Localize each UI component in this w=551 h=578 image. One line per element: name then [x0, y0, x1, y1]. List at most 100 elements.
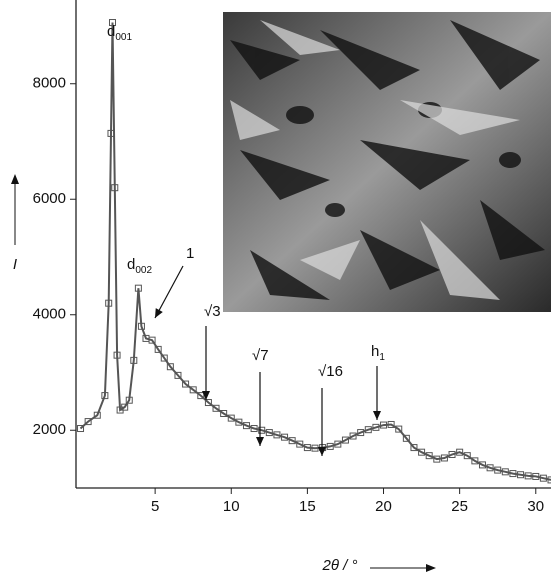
inset-micrograph	[223, 12, 551, 312]
data-point	[108, 19, 116, 27]
data-point	[189, 386, 197, 394]
data-point	[380, 421, 388, 429]
data-point	[281, 433, 289, 441]
data-point	[532, 472, 540, 480]
data-point	[440, 454, 448, 462]
data-point	[547, 476, 551, 484]
data-point	[84, 418, 92, 426]
annotation-arrowhead	[256, 437, 264, 446]
data-point	[273, 431, 281, 439]
annotation: 1	[186, 245, 194, 262]
annotation-text: √3	[204, 303, 221, 320]
data-point	[387, 420, 395, 428]
data-point	[227, 414, 235, 422]
x-axis-label: 2θ / °	[322, 557, 358, 574]
data-point	[101, 392, 109, 400]
annotation-text: √16	[318, 363, 343, 380]
data-point	[182, 380, 190, 388]
data-point	[107, 129, 115, 137]
data-point	[121, 403, 129, 411]
data-point	[113, 351, 121, 359]
y-tick-label: 4000	[33, 306, 66, 323]
data-point	[524, 472, 532, 480]
x-tick-label: 30	[527, 498, 544, 515]
data-point	[425, 452, 433, 460]
annotation-text: 1	[186, 245, 194, 262]
data-point	[148, 336, 156, 344]
data-point	[539, 474, 547, 482]
data-point	[456, 448, 464, 456]
data-point	[463, 452, 471, 460]
data-point	[357, 429, 365, 437]
annotation-subscript: 1	[379, 352, 385, 363]
data-point	[125, 396, 133, 404]
data-point	[448, 451, 456, 459]
data-point	[105, 299, 113, 307]
annotation: √16	[318, 363, 343, 380]
data-point	[197, 392, 205, 400]
data-point	[258, 426, 266, 434]
data-point	[235, 418, 243, 426]
data-line	[79, 22, 551, 481]
data-point	[311, 444, 319, 452]
annotation: √3	[204, 303, 221, 320]
annotation-text: d	[107, 23, 115, 40]
x-arrow	[370, 564, 436, 572]
data-point	[303, 444, 311, 452]
annotation-text: √7	[252, 347, 269, 364]
annotation-arrowhead	[155, 308, 163, 318]
data-point	[296, 440, 304, 448]
annotation-text: h	[371, 343, 379, 360]
data-point	[341, 436, 349, 444]
data-point	[174, 371, 182, 379]
annotation-arrowhead	[318, 447, 326, 456]
annotation: √7	[252, 347, 269, 364]
data-point	[486, 464, 494, 472]
x-tick-label: 15	[299, 498, 316, 515]
y-tick-label: 8000	[33, 75, 66, 92]
annotation: d001	[107, 23, 132, 43]
annotation-subscript: 002	[135, 265, 152, 276]
data-point	[433, 455, 441, 463]
data-point	[288, 437, 296, 445]
annotation: h1	[371, 343, 385, 363]
x-tick-label: 5	[151, 498, 159, 515]
data-point	[349, 432, 357, 440]
data-point	[204, 399, 212, 407]
data-point	[242, 422, 250, 430]
data-point	[395, 425, 403, 433]
data-point	[410, 444, 418, 452]
annotation-arrowhead	[202, 391, 210, 400]
annotation-subscript: 001	[115, 32, 132, 43]
annotation-text: d	[127, 256, 135, 273]
data-point	[509, 470, 517, 478]
data-point	[160, 354, 168, 362]
data-point	[494, 466, 502, 474]
x-tick-label: 10	[223, 498, 240, 515]
data-point	[93, 411, 101, 419]
data-point	[418, 448, 426, 456]
data-point	[471, 457, 479, 465]
data-point	[334, 440, 342, 448]
data-point	[326, 442, 334, 450]
y-axis-label: I	[13, 256, 17, 273]
data-point	[372, 423, 380, 431]
data-point	[77, 425, 85, 433]
data-point	[212, 404, 220, 412]
data-point	[517, 471, 525, 479]
y-tick-label: 6000	[33, 190, 66, 207]
data-point	[364, 426, 372, 434]
x-tick-label: 25	[451, 498, 468, 515]
y-arrow	[11, 174, 19, 245]
annotation-arrowhead	[373, 411, 381, 420]
data-point	[220, 410, 228, 418]
data-point	[265, 429, 273, 437]
data-point	[154, 345, 162, 353]
y-tick-label: 2000	[33, 421, 66, 438]
data-point	[134, 284, 142, 292]
annotation: d002	[127, 256, 152, 276]
data-point	[130, 356, 138, 364]
annotation-arrow	[154, 265, 184, 319]
x-tick-label: 20	[375, 498, 392, 515]
data-point	[250, 425, 258, 433]
